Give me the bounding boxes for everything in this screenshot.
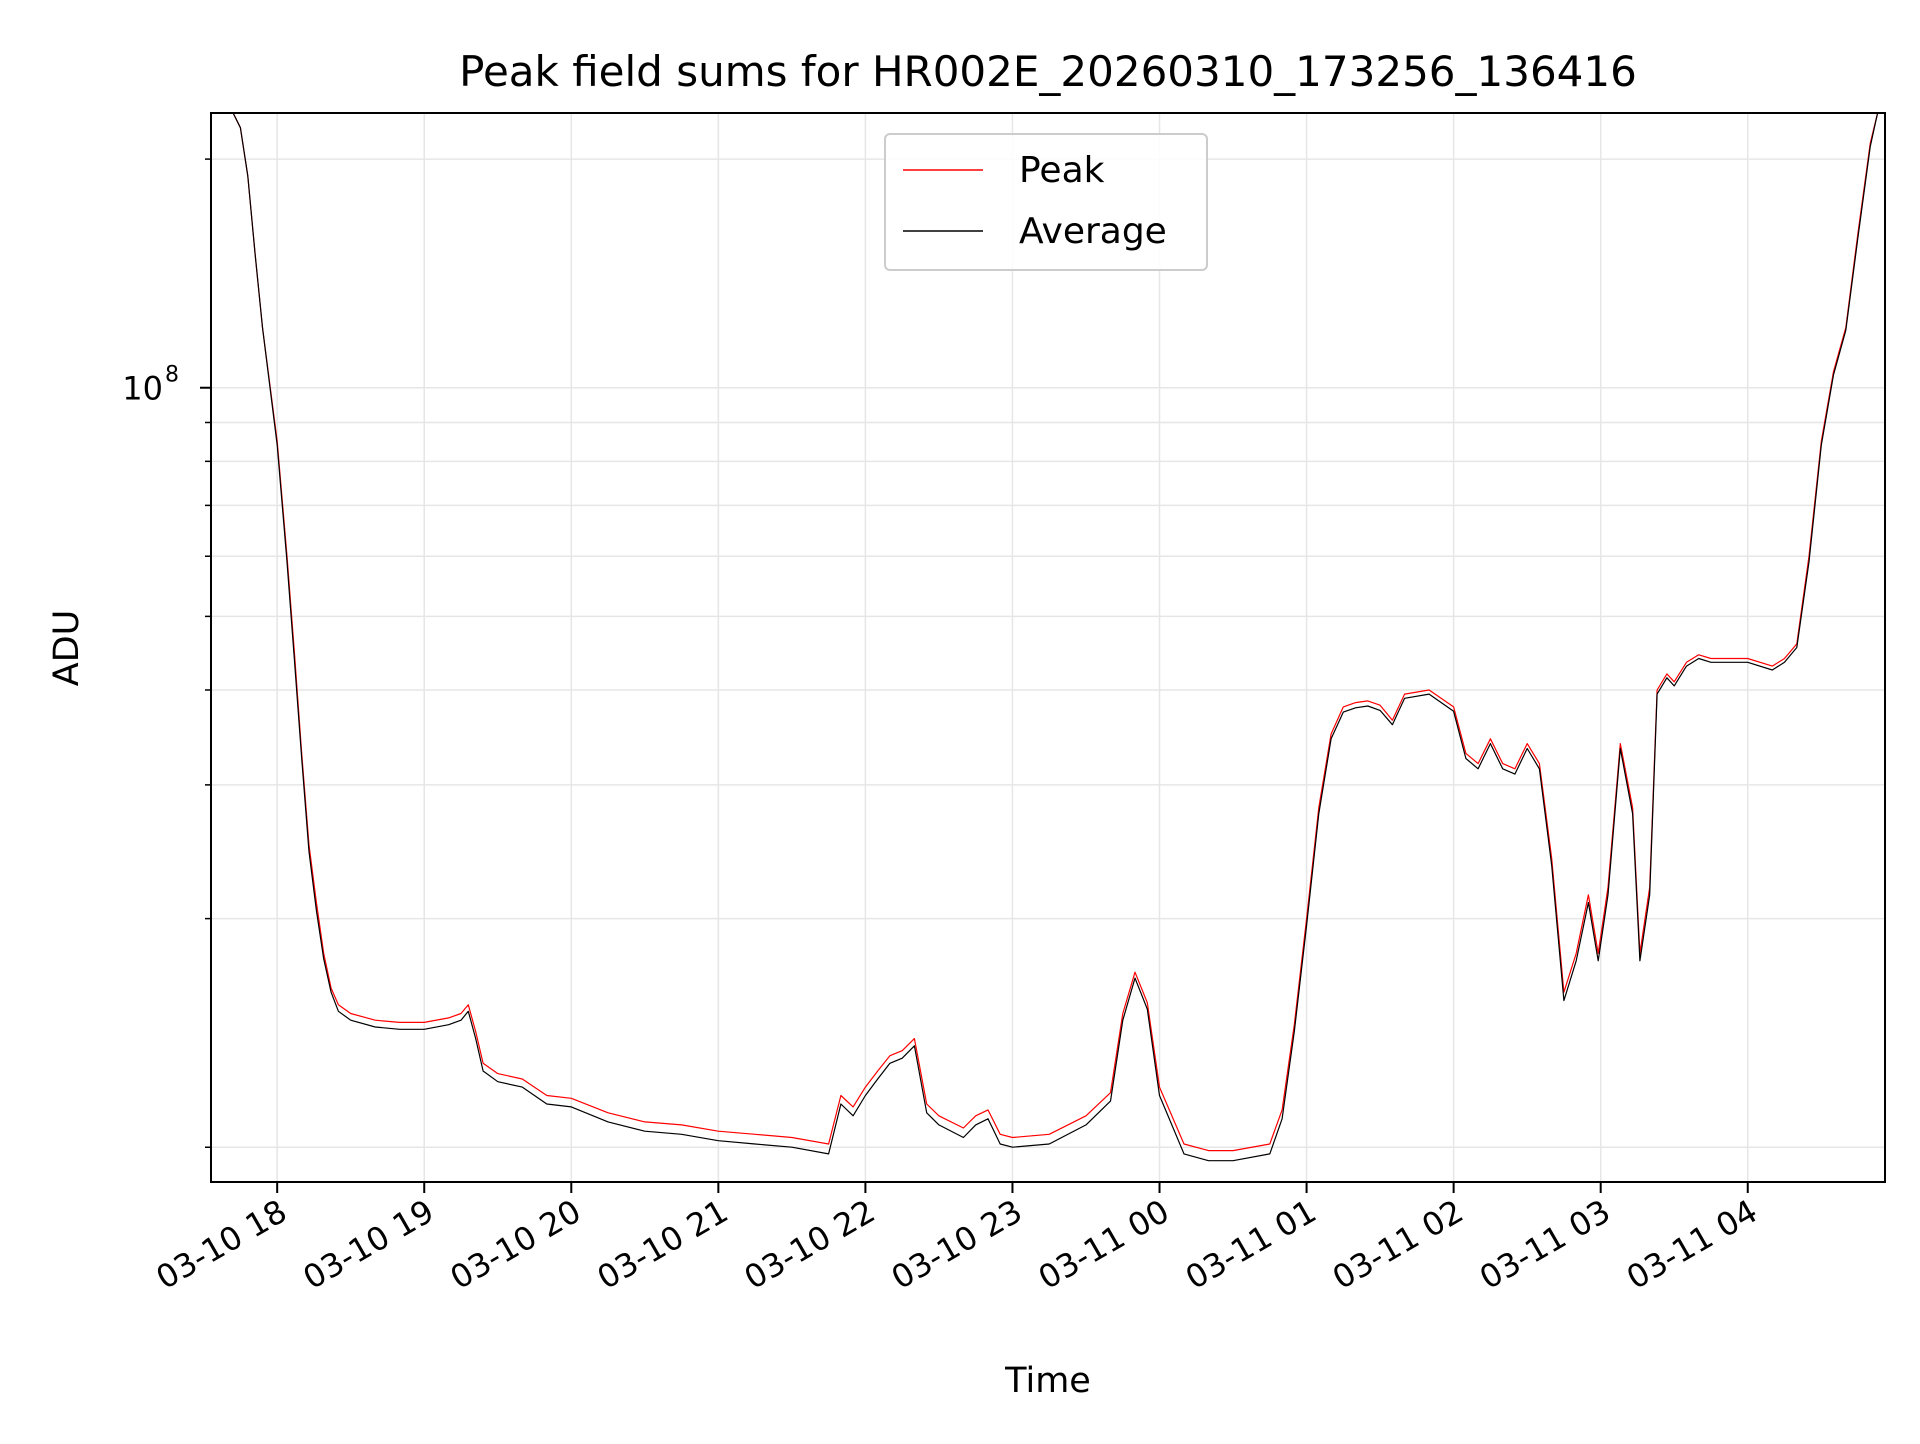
y-axis-ticks: 10 8: [122, 158, 211, 1148]
plot-frame: [210, 112, 1886, 1183]
y-axis-label: ADU: [47, 610, 87, 687]
x-axis-label: Time: [1004, 1361, 1091, 1401]
legend: Peak Average: [884, 133, 1208, 271]
grid-lines: [211, 113, 1885, 1182]
chart-title: Peak field sums for HR002E_20260310_1732…: [459, 47, 1637, 96]
legend-label-peak: Peak: [1019, 150, 1105, 191]
legend-label-average: Average: [1019, 211, 1167, 252]
y-tick-exponent: 8: [165, 363, 179, 388]
legend-box: [884, 133, 1208, 271]
y-tick-label: 10: [122, 370, 163, 408]
series-layer: [211, 113, 1885, 1162]
series-line-average: [211, 113, 1885, 1162]
y-tick-base: 10: [122, 370, 163, 408]
